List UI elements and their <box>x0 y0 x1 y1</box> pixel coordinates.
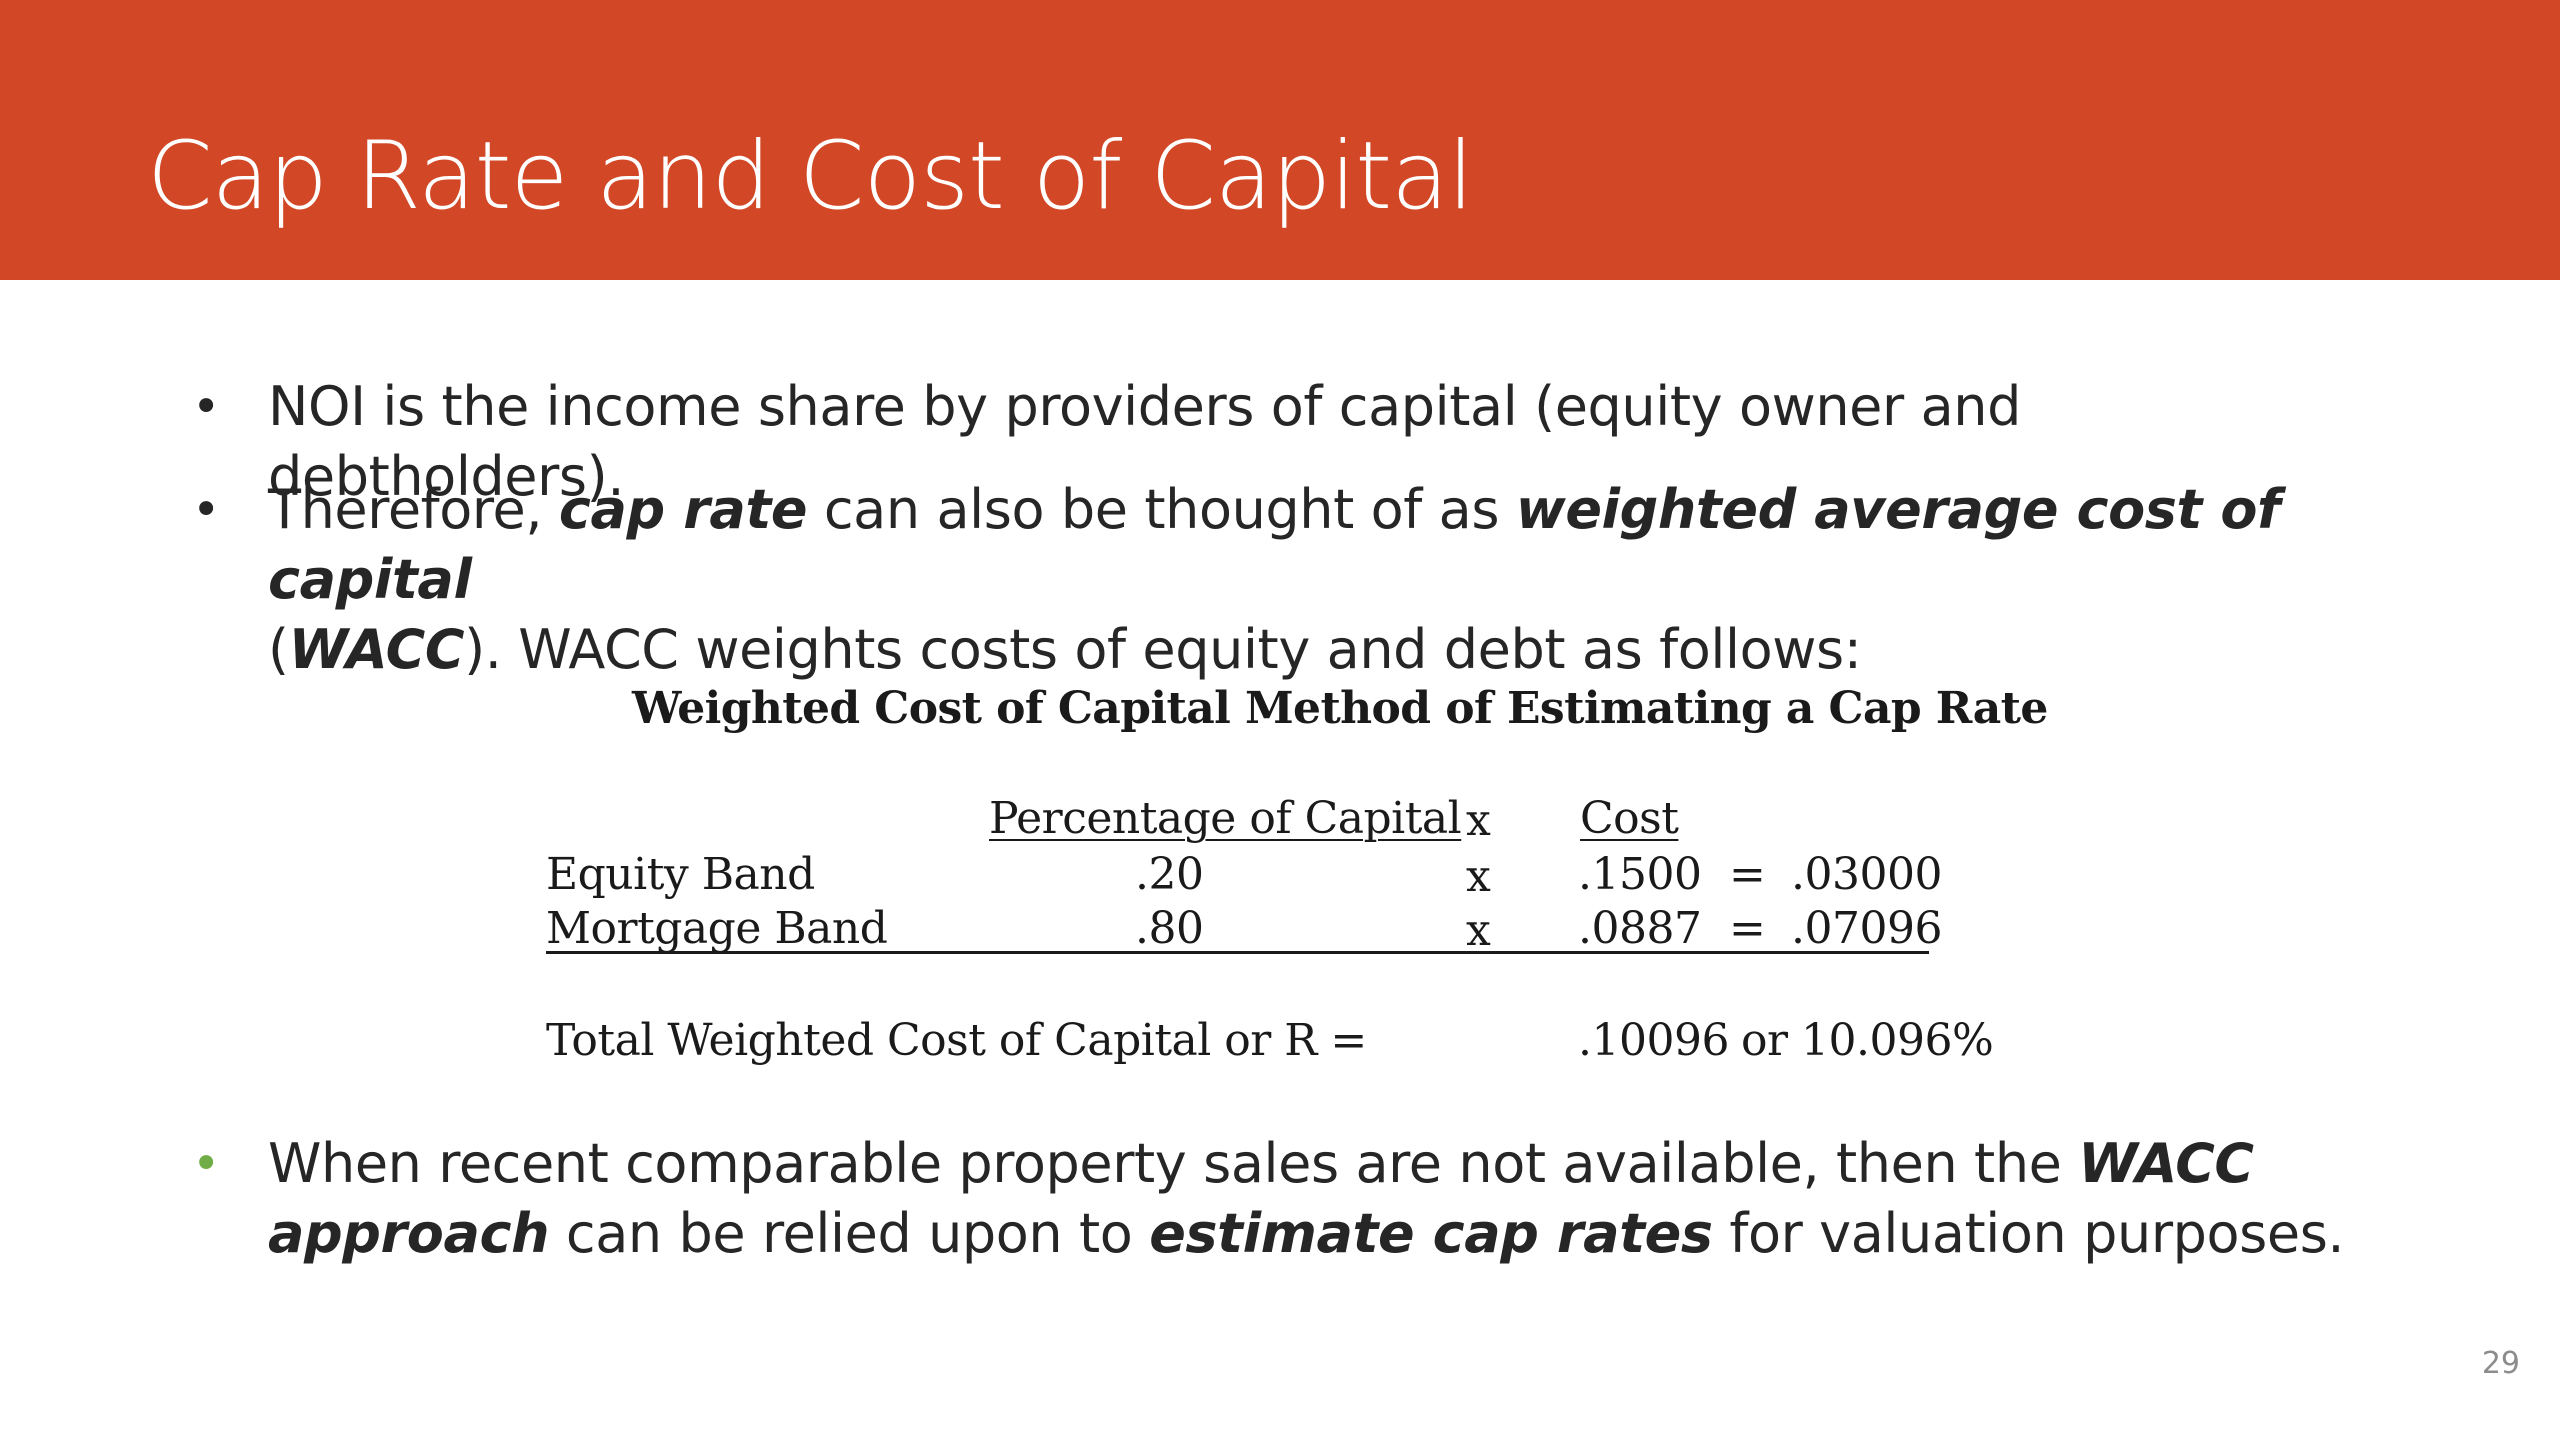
bullet-dot-icon: • <box>192 1136 220 1192</box>
table-title: Weighted Cost of Capital Method of Estim… <box>632 683 2048 734</box>
page-number: 29 <box>2481 1346 2520 1381</box>
table-cell-pct-equity: .20 <box>1135 849 1204 900</box>
table-total-rule <box>546 951 1929 954</box>
bullet-text: ). WACC weights costs of equity and debt… <box>464 618 1862 681</box>
table-total-percent: or 10.096% <box>1741 1015 1994 1066</box>
emphasis-wacc-approach: WACC approach <box>268 1132 2254 1265</box>
table-row-label-equity: Equity Band <box>546 849 815 900</box>
table-cell-times: x <box>1466 905 1491 956</box>
table-cell-cost-equity: .1500 <box>1578 849 1702 900</box>
column-header-cost: Cost <box>1580 793 1679 844</box>
emphasis-estimate-cap-rates: estimate cap rates <box>1149 1202 1713 1265</box>
table-total-label: Total Weighted Cost of Capital or R = <box>546 1015 1367 1066</box>
table-cell-result-equity: .03000 <box>1791 849 1942 900</box>
bullet-text: can also be thought of as <box>807 478 1516 541</box>
bullet-text: ( <box>268 618 289 681</box>
bullet-text: can be relied upon to <box>549 1202 1150 1265</box>
bullet-dot-icon: • <box>192 482 220 538</box>
table-cell-times: x <box>1466 851 1491 902</box>
slide-title: Cap Rate and Cost of Capital <box>147 122 1474 231</box>
emphasis-cap-rate: cap rate <box>558 478 808 541</box>
emphasis-wacc: WACC <box>288 618 465 681</box>
table-cell-equals: = <box>1729 903 1766 954</box>
bullet-item-noi: • NOI is the income share by providers o… <box>192 372 2368 512</box>
bullet-item-wacc-approach: • When recent comparable property sales … <box>192 1129 2368 1269</box>
table-cell-result-mortgage: .07096 <box>1791 903 1942 954</box>
emphasis-wacc-term: weighted average cost of capital <box>268 478 2281 611</box>
bullet-text: NOI is the income share by providers of … <box>268 375 2021 508</box>
table-row-label-mortgage: Mortgage Band <box>546 903 888 954</box>
table-cell-pct-mortgage: .80 <box>1135 903 1204 954</box>
column-header-percentage: Percentage of Capital <box>989 793 1462 844</box>
table-total-value: .10096 <box>1578 1015 1729 1066</box>
bullet-dot-icon: • <box>192 379 220 435</box>
column-header-times: x <box>1466 795 1491 846</box>
bullet-text: for valuation purposes. <box>1712 1202 2345 1265</box>
title-bar: Cap Rate and Cost of Capital <box>0 0 2560 280</box>
table-cell-equals: = <box>1729 849 1766 900</box>
table-cell-cost-mortgage: .0887 <box>1578 903 1702 954</box>
bullet-item-cap-rate: • Therefore, cap rate can also be though… <box>192 475 2368 685</box>
bullet-text: When recent comparable property sales ar… <box>268 1132 2079 1195</box>
bullet-text: Therefore, <box>268 478 559 541</box>
